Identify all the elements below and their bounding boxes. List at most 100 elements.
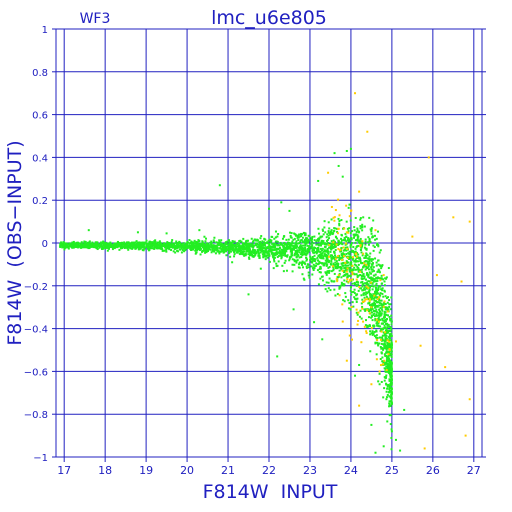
data-point [353, 288, 356, 291]
data-point [275, 250, 278, 253]
faint-data-point [351, 264, 354, 267]
data-point [291, 258, 294, 261]
data-point [283, 241, 286, 244]
data-point [171, 246, 174, 249]
data-point [290, 255, 293, 258]
data-point [377, 301, 380, 304]
data-point [173, 242, 176, 245]
data-point [198, 239, 201, 242]
data-point [354, 298, 357, 301]
data-point [221, 249, 224, 252]
data-point [321, 228, 324, 231]
data-point [380, 288, 383, 291]
data-point [80, 242, 83, 245]
faint-data-point [338, 214, 341, 217]
data-point [386, 324, 389, 327]
data-point [334, 248, 337, 251]
faint-data-point [360, 341, 363, 344]
data-point [238, 244, 241, 247]
data-point [257, 250, 260, 253]
data-point [228, 244, 231, 247]
data-point [390, 428, 393, 431]
data-point [322, 279, 325, 282]
data-point [192, 241, 195, 244]
data-point [334, 261, 337, 264]
data-point [379, 265, 382, 268]
data-point [296, 234, 299, 237]
data-point [349, 246, 352, 249]
data-point [91, 241, 94, 244]
data-point [318, 238, 321, 241]
data-point [84, 244, 87, 247]
data-point [71, 242, 74, 245]
data-point [359, 273, 362, 276]
data-point [390, 343, 393, 346]
data-point [225, 245, 228, 248]
data-point [386, 330, 389, 333]
data-point [235, 251, 238, 254]
data-point [180, 247, 183, 250]
data-point [228, 249, 231, 252]
data-point [272, 267, 275, 270]
data-point [291, 270, 294, 273]
data-point [377, 259, 380, 262]
data-point [142, 245, 145, 248]
data-point [357, 289, 360, 292]
data-point [348, 270, 351, 273]
data-point [347, 230, 350, 233]
data-point [336, 227, 339, 230]
data-point [249, 248, 252, 251]
data-point [387, 336, 390, 339]
faint-data-point [366, 298, 369, 301]
data-point [378, 372, 381, 375]
faint-data-point [337, 227, 340, 230]
data-point [357, 263, 360, 266]
data-point [349, 285, 352, 288]
data-point [385, 328, 388, 331]
data-point [370, 265, 373, 268]
data-point [253, 249, 256, 252]
data-point [375, 305, 378, 308]
data-point [389, 404, 392, 407]
data-point [360, 226, 363, 229]
data-point [283, 261, 286, 264]
data-point [374, 303, 377, 306]
data-point [148, 247, 151, 250]
data-point [265, 246, 268, 249]
data-point [383, 313, 386, 316]
data-point [274, 254, 277, 257]
faint-data-point [363, 262, 366, 265]
data-point [384, 308, 387, 311]
data-point [309, 258, 312, 261]
data-point [127, 248, 130, 251]
data-point [381, 317, 384, 320]
faint-data-point [333, 216, 336, 219]
data-point [258, 256, 261, 259]
data-point [184, 249, 187, 252]
data-point [312, 269, 315, 272]
data-point [370, 232, 373, 235]
data-point [292, 308, 295, 311]
data-point [377, 289, 380, 292]
data-point [370, 285, 373, 288]
data-point [182, 242, 185, 245]
faint-data-point [357, 311, 360, 314]
data-point [243, 254, 246, 257]
data-point [153, 240, 156, 243]
data-point [268, 245, 271, 248]
data-point [334, 267, 337, 270]
data-point [65, 244, 68, 247]
y-tick-label: −0.6 [24, 367, 48, 378]
data-point [368, 238, 371, 241]
data-point [387, 357, 390, 360]
data-point [304, 240, 307, 243]
data-point [247, 245, 250, 248]
data-point [329, 230, 332, 233]
data-point [206, 250, 209, 253]
data-point [196, 241, 199, 244]
data-point [215, 249, 218, 252]
data-point [134, 241, 137, 244]
data-point [359, 258, 362, 261]
data-point [224, 241, 227, 244]
data-point [150, 244, 153, 247]
